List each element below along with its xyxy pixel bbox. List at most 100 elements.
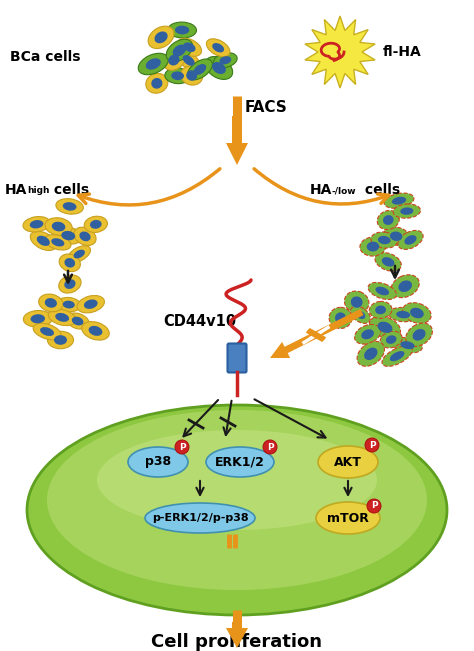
Ellipse shape — [146, 74, 168, 93]
Ellipse shape — [389, 307, 418, 322]
Ellipse shape — [383, 215, 393, 225]
Text: mTOR: mTOR — [327, 512, 369, 525]
Ellipse shape — [406, 323, 432, 346]
Text: FACS: FACS — [245, 100, 288, 115]
Ellipse shape — [168, 55, 180, 66]
Ellipse shape — [357, 341, 384, 367]
Ellipse shape — [27, 405, 447, 615]
Ellipse shape — [386, 335, 396, 344]
Ellipse shape — [361, 329, 374, 339]
Polygon shape — [270, 309, 364, 358]
Ellipse shape — [168, 22, 196, 38]
Ellipse shape — [392, 197, 406, 204]
Ellipse shape — [375, 286, 389, 296]
Ellipse shape — [57, 298, 81, 312]
Ellipse shape — [39, 294, 63, 312]
Circle shape — [263, 440, 277, 454]
Ellipse shape — [398, 230, 423, 249]
Ellipse shape — [45, 234, 71, 250]
Ellipse shape — [163, 50, 185, 70]
Ellipse shape — [33, 324, 61, 340]
Text: CD44v10: CD44v10 — [163, 314, 236, 329]
Ellipse shape — [351, 306, 370, 324]
Ellipse shape — [45, 298, 57, 308]
Ellipse shape — [63, 202, 76, 211]
Circle shape — [365, 438, 379, 452]
Ellipse shape — [82, 322, 109, 340]
Ellipse shape — [68, 245, 91, 262]
Ellipse shape — [55, 313, 69, 322]
Ellipse shape — [59, 254, 81, 271]
Ellipse shape — [355, 324, 381, 344]
Ellipse shape — [52, 222, 65, 231]
Ellipse shape — [73, 250, 85, 258]
Ellipse shape — [351, 296, 363, 308]
Ellipse shape — [377, 210, 399, 230]
Ellipse shape — [380, 331, 402, 348]
Ellipse shape — [51, 238, 64, 247]
Ellipse shape — [23, 217, 50, 232]
Ellipse shape — [382, 257, 394, 267]
Ellipse shape — [368, 283, 396, 299]
Ellipse shape — [30, 314, 45, 324]
Ellipse shape — [371, 232, 398, 248]
Ellipse shape — [412, 329, 426, 340]
Ellipse shape — [47, 410, 427, 590]
Ellipse shape — [375, 253, 401, 271]
Ellipse shape — [398, 281, 412, 292]
Ellipse shape — [84, 216, 108, 232]
Ellipse shape — [186, 70, 197, 81]
Text: BCa cells: BCa cells — [10, 50, 81, 64]
Ellipse shape — [138, 53, 168, 75]
Ellipse shape — [206, 39, 230, 57]
Ellipse shape — [370, 316, 401, 339]
Ellipse shape — [148, 26, 174, 49]
Ellipse shape — [390, 232, 402, 241]
Ellipse shape — [175, 25, 189, 35]
Text: fl-HA: fl-HA — [383, 45, 422, 59]
Ellipse shape — [219, 56, 231, 64]
Text: cells: cells — [49, 183, 89, 197]
Ellipse shape — [404, 235, 417, 245]
Ellipse shape — [177, 38, 201, 56]
Ellipse shape — [40, 327, 54, 336]
Ellipse shape — [145, 503, 255, 533]
Ellipse shape — [183, 42, 195, 52]
Ellipse shape — [356, 311, 365, 319]
Ellipse shape — [393, 204, 420, 218]
Text: AKT: AKT — [334, 456, 362, 469]
Ellipse shape — [390, 351, 404, 361]
Ellipse shape — [316, 502, 380, 534]
Ellipse shape — [194, 64, 206, 75]
Ellipse shape — [173, 45, 186, 57]
Text: HA: HA — [5, 183, 27, 197]
Ellipse shape — [345, 291, 369, 313]
Ellipse shape — [214, 53, 237, 68]
Text: P: P — [267, 443, 273, 452]
Ellipse shape — [63, 301, 75, 309]
Ellipse shape — [128, 447, 188, 477]
Ellipse shape — [318, 446, 378, 478]
Ellipse shape — [391, 275, 419, 298]
Ellipse shape — [80, 232, 91, 242]
Ellipse shape — [410, 308, 424, 318]
Ellipse shape — [30, 220, 44, 229]
Ellipse shape — [400, 208, 413, 215]
Ellipse shape — [151, 78, 163, 89]
Ellipse shape — [212, 43, 224, 53]
Ellipse shape — [165, 68, 191, 83]
Text: P: P — [369, 441, 375, 449]
Polygon shape — [226, 116, 248, 165]
Ellipse shape — [212, 62, 226, 74]
Ellipse shape — [206, 447, 274, 477]
Text: ERK1/2: ERK1/2 — [215, 456, 265, 469]
Ellipse shape — [90, 220, 101, 229]
Ellipse shape — [37, 236, 50, 246]
Ellipse shape — [375, 305, 386, 314]
Ellipse shape — [188, 59, 212, 80]
Ellipse shape — [66, 313, 89, 329]
Ellipse shape — [59, 275, 81, 293]
Ellipse shape — [329, 307, 352, 329]
Ellipse shape — [401, 341, 415, 349]
Ellipse shape — [77, 296, 104, 313]
